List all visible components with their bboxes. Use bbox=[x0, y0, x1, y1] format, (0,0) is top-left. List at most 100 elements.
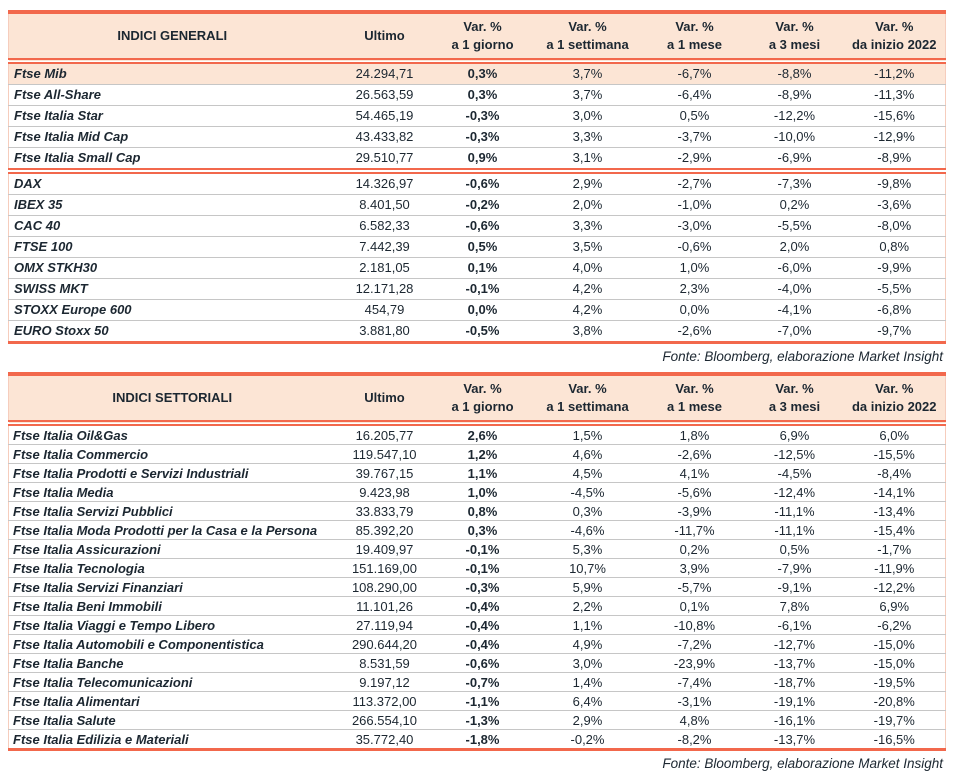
sector-indices-table: INDICI SETTORIALI Ultimo Var. % a 1 giorn… bbox=[8, 372, 946, 751]
variation-value: -15,6% bbox=[843, 105, 946, 127]
index-name: FTSE 100 bbox=[8, 236, 336, 258]
general-indices-header-row: INDICI GENERALI Ultimo Var. % a 1 giorno … bbox=[8, 12, 946, 64]
index-name: SWISS MKT bbox=[8, 278, 336, 300]
variation-value: 1,5% bbox=[531, 423, 644, 445]
variation-value: 3,0% bbox=[531, 105, 644, 127]
variation-value: -3,0% bbox=[643, 215, 746, 237]
variation-value: 6,0% bbox=[843, 423, 946, 445]
variation-value: -12,2% bbox=[843, 577, 946, 597]
variation-value: -3,7% bbox=[643, 126, 746, 148]
variation-value: 3,3% bbox=[531, 126, 644, 148]
variation-value: 5,3% bbox=[531, 539, 644, 559]
variation-value: -8,2% bbox=[677, 731, 712, 747]
variation-value: -15,4% bbox=[843, 520, 946, 540]
variation-value: -0,2% bbox=[570, 731, 605, 747]
variation-value: 0,1% bbox=[643, 596, 746, 616]
last-value: 14.326,97 bbox=[335, 171, 434, 195]
variation-value: -1,0% bbox=[643, 194, 746, 216]
variation-value: 3,9% bbox=[643, 558, 746, 578]
index-name: Ftse Italia Mid Cap bbox=[8, 126, 336, 148]
variation-value: -6,7% bbox=[643, 61, 746, 85]
variation-value: -0,6% bbox=[433, 215, 532, 237]
table-row: Ftse Italia Servizi Pubblici 33.833,79 0,8… bbox=[8, 501, 946, 521]
variation-value: -11,2% bbox=[843, 61, 946, 85]
variation-value: 3,8% bbox=[572, 323, 603, 338]
variation-value: -12,2% bbox=[745, 105, 844, 127]
variation-value: -0,1% bbox=[433, 278, 532, 300]
last-value: 19.409,97 bbox=[335, 539, 434, 559]
variation-value: -16,1% bbox=[745, 710, 844, 730]
variation-value: -6,1% bbox=[745, 615, 844, 635]
table-row: Ftse Italia Media 9.423,98 1,0% -4,5% -5,6% -… bbox=[8, 482, 946, 502]
variation-value: -7,0% bbox=[777, 323, 812, 338]
variation-value: -0,2% bbox=[433, 194, 532, 216]
table-row: Ftse Italia Viaggi e Tempo Libero 27.119,… bbox=[8, 615, 946, 635]
table-row: Ftse Italia Oil&Gas 16.205,77 2,6% 1,5% 1,8%… bbox=[8, 423, 946, 445]
index-name: Ftse Mib bbox=[8, 61, 336, 85]
variation-value: 0,3% bbox=[433, 61, 532, 85]
variation-value: -0,3% bbox=[433, 105, 532, 127]
variation-value: 1,1% bbox=[531, 615, 644, 635]
last-value: 11.101,26 bbox=[335, 596, 434, 616]
variation-value: 1,1% bbox=[433, 463, 532, 483]
variation-value: -0,1% bbox=[433, 539, 532, 559]
index-name: Ftse All-Share bbox=[8, 84, 336, 106]
variation-value: 0,2% bbox=[745, 194, 844, 216]
variation-value: 2,9% bbox=[531, 710, 644, 730]
last-value: 3.881,80 bbox=[359, 323, 410, 338]
last-value: 290.644,20 bbox=[335, 634, 434, 654]
variation-value: -0,6% bbox=[643, 236, 746, 258]
sector-indices-title: INDICI SETTORIALI bbox=[8, 374, 336, 426]
variation-value: 6,9% bbox=[843, 596, 946, 616]
variation-value: -14,1% bbox=[843, 482, 946, 502]
table-row: Ftse Italia Prodotti e Servizi Industria… bbox=[8, 463, 946, 483]
variation-value: -10,0% bbox=[745, 126, 844, 148]
last-value: 9.423,98 bbox=[335, 482, 434, 502]
index-name: Ftse Italia Tecnologia bbox=[8, 558, 336, 578]
table-row: FTSE 100 7.442,39 0,5% 3,5% -0,6% 2,0% 0,8% bbox=[8, 236, 946, 258]
column-header-var-1-mese: Var. % a 1 mese bbox=[643, 374, 746, 426]
last-value: 454,79 bbox=[335, 299, 434, 321]
variation-value: -13,4% bbox=[843, 501, 946, 521]
variation-value: -5,5% bbox=[745, 215, 844, 237]
variation-value: -8,8% bbox=[745, 61, 844, 85]
last-value: 12.171,28 bbox=[335, 278, 434, 300]
table-row: OMX STKH30 2.181,05 0,1% 4,0% 1,0% -6,0% -9,9% bbox=[8, 257, 946, 279]
column-header-var-1-mese: Var. % a 1 mese bbox=[643, 12, 746, 64]
variation-value: -0,4% bbox=[433, 634, 532, 654]
variation-value: -0,6% bbox=[433, 171, 532, 195]
variation-value: 4,8% bbox=[643, 710, 746, 730]
index-name: Ftse Italia Alimentari bbox=[8, 691, 336, 711]
variation-value: 2,6% bbox=[433, 423, 532, 445]
variation-value: -2,6% bbox=[643, 444, 746, 464]
variation-value: -19,1% bbox=[745, 691, 844, 711]
variation-value: -11,7% bbox=[643, 520, 746, 540]
index-name: Ftse Italia Moda Prodotti per la Casa e … bbox=[8, 520, 336, 540]
sector-indices-header-row: INDICI SETTORIALI Ultimo Var. % a 1 giorn… bbox=[8, 374, 946, 426]
table-row: Ftse Italia Mid Cap 43.433,82 -0,3% 3,3% -3,… bbox=[8, 126, 946, 148]
last-value: 35.772,40 bbox=[355, 731, 414, 747]
variation-value: 4,6% bbox=[531, 444, 644, 464]
variation-value: -0,1% bbox=[433, 558, 532, 578]
index-name: Ftse Italia Salute bbox=[8, 710, 336, 730]
variation-value: -12,5% bbox=[745, 444, 844, 464]
table-row: Ftse Italia Servizi Finanziari 108.290,00… bbox=[8, 577, 946, 597]
variation-value: 4,5% bbox=[531, 463, 644, 483]
variation-value: 10,7% bbox=[531, 558, 644, 578]
variation-value: -19,7% bbox=[843, 710, 946, 730]
table-row: Ftse Italia Star 54.465,19 -0,3% 3,0% 0,5% -1… bbox=[8, 105, 946, 127]
variation-value: -0,6% bbox=[433, 653, 532, 673]
last-value: 27.119,94 bbox=[335, 615, 434, 635]
table-row: Ftse Italia Banche 8.531,59 -0,6% 3,0% -23,9… bbox=[8, 653, 946, 673]
variation-value: 3,7% bbox=[531, 61, 644, 85]
table-row: Ftse Italia Moda Prodotti per la Casa e … bbox=[8, 520, 946, 540]
table-row: Ftse All-Share 26.563,59 0,3% 3,7% -6,4% -8,9… bbox=[8, 84, 946, 106]
variation-value: 0,2% bbox=[643, 539, 746, 559]
last-value: 7.442,39 bbox=[335, 236, 434, 258]
variation-value: -9,1% bbox=[745, 577, 844, 597]
table-row: DAX 14.326,97 -0,6% 2,9% -2,7% -7,3% -9,8% bbox=[8, 171, 946, 195]
last-value: 26.563,59 bbox=[335, 84, 434, 106]
variation-value: 5,9% bbox=[531, 577, 644, 597]
variation-value: -3,1% bbox=[643, 691, 746, 711]
